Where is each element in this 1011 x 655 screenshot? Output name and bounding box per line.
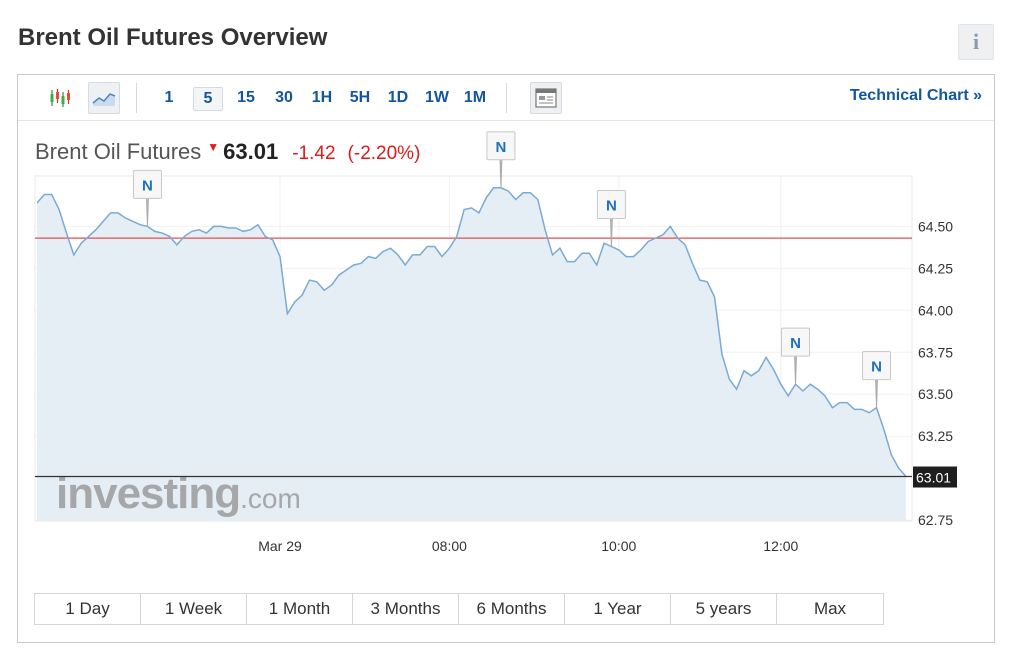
y-tick-label: 64.25 — [918, 260, 953, 276]
info-icon[interactable]: i — [958, 24, 994, 60]
instrument-name: Brent Oil Futures — [35, 139, 202, 164]
news-marker: N — [596, 190, 626, 247]
news-marker: N — [486, 131, 516, 188]
news-marker-pin — [875, 377, 879, 408]
news-marker: N — [132, 169, 162, 227]
interval-1h[interactable]: 1H — [311, 89, 333, 106]
investing-logo: investing.com — [56, 469, 301, 518]
x-tick-label: 12:00 — [763, 538, 798, 554]
news-marker-pin — [794, 354, 798, 385]
quote-header: Brent Oil Futures ▼ 63.01 -1.42 (-2.20%) — [35, 139, 420, 165]
technical-chart-link[interactable]: Technical Chart » — [849, 87, 982, 104]
x-tick-label: 08:00 — [432, 538, 467, 554]
range-max[interactable]: Max — [777, 594, 883, 624]
range-1-day[interactable]: 1 Day — [35, 594, 141, 624]
news-marker-box — [486, 131, 516, 161]
interval-1[interactable]: 1 — [164, 89, 174, 106]
x-tick-label: 10:00 — [601, 538, 636, 554]
news-marker-box — [862, 351, 892, 381]
interval-5h[interactable]: 5H — [349, 89, 371, 106]
interval-1w[interactable]: 1W — [425, 89, 449, 106]
down-arrow-icon: ▼ — [207, 139, 220, 154]
y-tick-label: 64.00 — [918, 302, 953, 318]
interval-5[interactable]: 5 — [193, 87, 223, 111]
news-marker-box — [781, 327, 811, 357]
y-tick-label: 63.50 — [918, 386, 953, 402]
page-title: Brent Oil Futures Overview — [18, 24, 328, 51]
chart-panel: 1 5 15 30 1H 5H 1D 1W 1M Technical Chart… — [17, 74, 995, 643]
range-3-months[interactable]: 3 Months — [353, 594, 459, 624]
candlestick-chart-icon[interactable] — [44, 82, 76, 114]
x-tick-label: Mar 29 — [258, 538, 302, 554]
toolbar-divider — [136, 83, 137, 113]
toolbar-divider — [506, 83, 507, 113]
price-line — [36, 187, 907, 477]
price-change: -1.42 — [292, 143, 336, 164]
news-table-icon[interactable] — [530, 82, 562, 114]
news-marker-label: N — [606, 198, 617, 215]
range-6-months[interactable]: 6 Months — [459, 594, 565, 624]
news-marker-label: N — [871, 359, 882, 376]
interval-1m[interactable]: 1M — [463, 89, 487, 106]
price-change-percent: (-2.20%) — [347, 143, 421, 164]
interval-1d[interactable]: 1D — [387, 89, 409, 106]
investing-logo-brand: investing — [56, 469, 240, 518]
range-5-years[interactable]: 5 years — [671, 594, 777, 624]
price-chart: investing.com 64.50 64.25 64.00 63.75 63.50 63… — [34, 131, 957, 554]
y-tick-label: 64.50 — [918, 218, 953, 234]
time-range-selector: 1 Day 1 Week 1 Month 3 Months 6 Months 1… — [34, 593, 884, 625]
chart-toolbar: 1 5 15 30 1H 5H 1D 1W 1M Technical Chart… — [18, 75, 994, 121]
range-1-week[interactable]: 1 Week — [141, 594, 247, 624]
news-marker-label: N — [790, 335, 801, 352]
investing-logo-suffix: .com — [240, 483, 301, 514]
news-marker-box — [596, 190, 626, 220]
line-chart-icon[interactable] — [88, 82, 120, 114]
last-price-label-box — [913, 466, 957, 488]
news-marker: N — [862, 351, 892, 408]
y-tick-label: 63.25 — [918, 428, 953, 444]
last-price-label: 63.01 — [916, 470, 951, 486]
range-1-year[interactable]: 1 Year — [565, 594, 671, 624]
y-tick-label: 63.75 — [918, 344, 953, 360]
price-area — [37, 187, 906, 522]
news-marker-label: N — [142, 177, 153, 194]
last-price: 63.01 — [223, 139, 279, 164]
y-tick-label: 62.75 — [918, 512, 953, 528]
news-marker-pin — [609, 216, 613, 247]
news-marker-label: N — [496, 139, 507, 156]
news-marker: N — [781, 327, 811, 385]
interval-30[interactable]: 30 — [275, 89, 293, 106]
news-marker-pin — [499, 157, 503, 188]
news-marker-box — [132, 169, 162, 199]
range-1-month[interactable]: 1 Month — [247, 594, 353, 624]
news-marker-pin — [145, 196, 149, 227]
interval-15[interactable]: 15 — [237, 89, 255, 106]
